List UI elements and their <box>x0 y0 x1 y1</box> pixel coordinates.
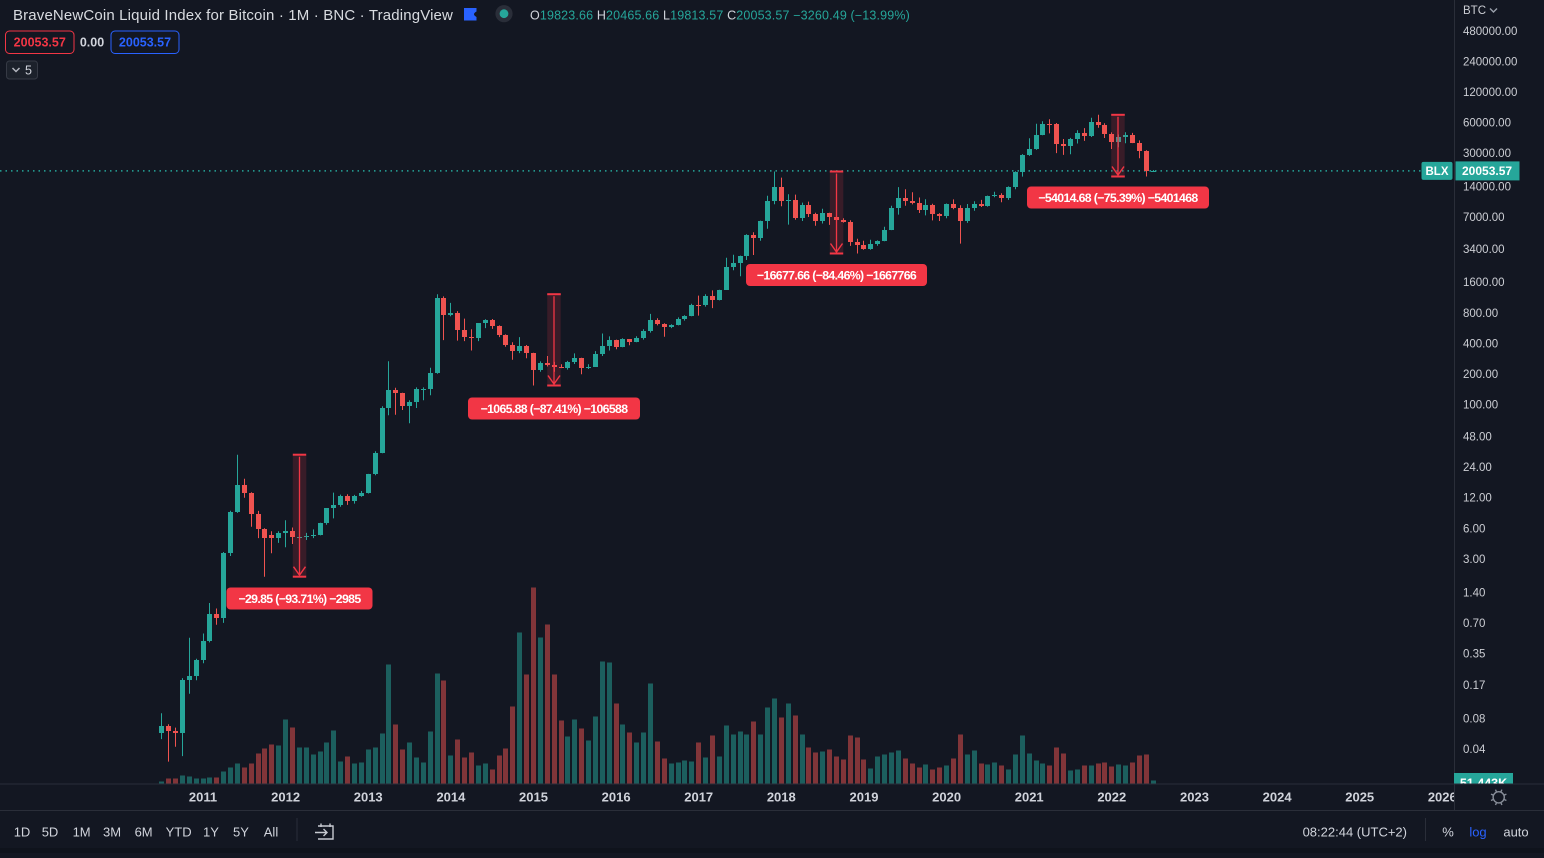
svg-text:2019: 2019 <box>850 790 879 805</box>
svg-text:0.08: 0.08 <box>1463 713 1485 725</box>
svg-text:2021: 2021 <box>1015 790 1044 805</box>
svg-text:2023: 2023 <box>1180 790 1209 805</box>
svg-text:2013: 2013 <box>354 790 383 805</box>
svg-text:480000.00: 480000.00 <box>1463 26 1517 38</box>
svg-text:%: % <box>1442 825 1454 840</box>
svg-text:51.443K: 51.443K <box>1460 777 1507 791</box>
svg-text:0.04: 0.04 <box>1463 744 1486 756</box>
svg-text:BTC: BTC <box>1463 5 1486 17</box>
svg-text:All: All <box>264 825 279 840</box>
svg-text:20053.57: 20053.57 <box>14 36 66 50</box>
svg-text:60000.00: 60000.00 <box>1463 118 1511 130</box>
svg-text:08:22:44 (UTC+2): 08:22:44 (UTC+2) <box>1303 825 1407 840</box>
svg-text:800.00: 800.00 <box>1463 308 1498 320</box>
svg-text:100.00: 100.00 <box>1463 399 1498 411</box>
svg-text:400.00: 400.00 <box>1463 338 1498 350</box>
svg-text:2016: 2016 <box>602 790 631 805</box>
svg-text:−1065.88 (−87.41%) −106588: −1065.88 (−87.41%) −106588 <box>481 402 629 416</box>
svg-text:12.00: 12.00 <box>1463 493 1492 505</box>
svg-text:6M: 6M <box>135 825 153 840</box>
svg-text:YTD: YTD <box>166 825 192 840</box>
svg-text:3M: 3M <box>103 825 121 840</box>
svg-text:2012: 2012 <box>271 790 300 805</box>
svg-text:1.40: 1.40 <box>1463 587 1485 599</box>
svg-text:3.00: 3.00 <box>1463 554 1485 566</box>
svg-text:2022: 2022 <box>1097 790 1126 805</box>
svg-text:5: 5 <box>25 64 32 78</box>
svg-text:2015: 2015 <box>519 790 548 805</box>
svg-text:2026: 2026 <box>1428 790 1457 805</box>
svg-text:−16677.66 (−84.46%) −1667766: −16677.66 (−84.46%) −1667766 <box>757 269 917 283</box>
svg-text:14000.00: 14000.00 <box>1463 182 1511 194</box>
svg-text:30000.00: 30000.00 <box>1463 148 1511 160</box>
svg-text:0.17: 0.17 <box>1463 680 1485 692</box>
svg-text:O19823.66 H20465.66 L19813.57: O19823.66 H20465.66 L19813.57 C20053.57 … <box>530 9 910 23</box>
svg-text:BLX: BLX <box>1426 166 1449 178</box>
svg-text:0.00: 0.00 <box>80 36 104 50</box>
svg-text:auto: auto <box>1503 825 1528 840</box>
svg-text:7000.00: 7000.00 <box>1463 212 1505 224</box>
svg-text:240000.00: 240000.00 <box>1463 57 1517 69</box>
svg-text:2024: 2024 <box>1263 790 1293 805</box>
svg-text:1600.00: 1600.00 <box>1463 277 1505 289</box>
svg-text:20053.57: 20053.57 <box>1462 164 1512 178</box>
svg-text:1D: 1D <box>14 825 31 840</box>
svg-text:1Y: 1Y <box>203 825 219 840</box>
svg-text:5D: 5D <box>42 825 59 840</box>
svg-text:2014: 2014 <box>436 790 466 805</box>
svg-text:0.35: 0.35 <box>1463 648 1485 660</box>
svg-text:−29.85 (−93.71%) −2985: −29.85 (−93.71%) −2985 <box>238 592 361 606</box>
svg-text:200.00: 200.00 <box>1463 369 1498 381</box>
svg-text:24.00: 24.00 <box>1463 462 1492 474</box>
svg-text:2025: 2025 <box>1345 790 1374 805</box>
svg-text:6.00: 6.00 <box>1463 523 1485 535</box>
svg-text:0.70: 0.70 <box>1463 618 1485 630</box>
svg-text:3400.00: 3400.00 <box>1463 244 1505 256</box>
svg-text:2018: 2018 <box>767 790 796 805</box>
svg-text:2020: 2020 <box>932 790 961 805</box>
svg-text:48.00: 48.00 <box>1463 432 1492 444</box>
svg-text:−54014.68 (−75.39%) −5401468: −54014.68 (−75.39%) −5401468 <box>1038 191 1198 205</box>
svg-text:20053.57: 20053.57 <box>119 36 171 50</box>
svg-text:2017: 2017 <box>684 790 713 805</box>
svg-text:log: log <box>1469 825 1486 840</box>
svg-text:2011: 2011 <box>189 790 217 805</box>
svg-text:BraveNewCoin Liquid Index for: BraveNewCoin Liquid Index for Bitcoin · … <box>13 7 453 24</box>
svg-text:120000.00: 120000.00 <box>1463 87 1517 99</box>
svg-text:5Y: 5Y <box>233 825 249 840</box>
svg-text:1M: 1M <box>73 825 91 840</box>
